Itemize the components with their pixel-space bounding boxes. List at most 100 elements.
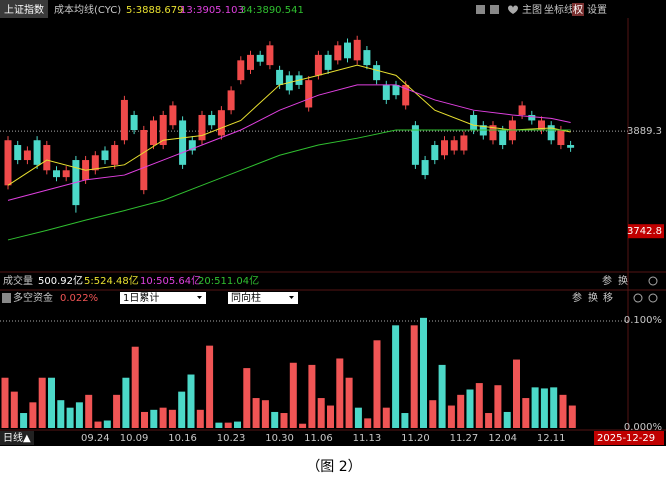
indicator[interactable]: 成本均线(CYC): [54, 3, 121, 16]
button[interactable]: 设置: [587, 4, 607, 16]
candle-body: [188, 140, 196, 151]
bar: [354, 407, 362, 428]
candle-body: [528, 114, 536, 121]
bar: [447, 405, 455, 428]
icon-minus[interactable]: [490, 5, 499, 14]
bar: [141, 411, 148, 428]
bar: [75, 402, 83, 428]
y-tick-label: 3889.3: [627, 126, 662, 137]
tool[interactable]: 移: [603, 291, 613, 304]
candle-body: [179, 120, 187, 165]
period-box[interactable]: [0, 431, 34, 445]
icon-zoom[interactable]: [633, 293, 643, 303]
bar: [540, 388, 548, 428]
select[interactable]: [120, 292, 206, 304]
bar: [243, 368, 251, 428]
select-text[interactable]: 同向柱: [231, 291, 261, 304]
candle-body: [460, 135, 468, 151]
button[interactable]: 坐标线: [544, 3, 574, 16]
bar: [531, 387, 539, 428]
icon-zoom[interactable]: [648, 293, 658, 303]
flow-title: 多空资金: [13, 291, 53, 304]
symbol[interactable]: 上证指数: [4, 3, 44, 16]
ma-label: 5:3888.679: [126, 5, 183, 16]
candle-body: [159, 114, 167, 146]
candle-body: [43, 145, 51, 171]
candle-body: [247, 54, 254, 70]
ma-line: [7, 84, 571, 201]
bar: [503, 411, 511, 428]
candle-body: [33, 140, 41, 165]
y-tick-label: 0.000%: [624, 422, 662, 433]
tool[interactable]: 换: [618, 274, 628, 287]
candle-body: [557, 130, 565, 146]
caption: （图 2）: [306, 459, 361, 475]
bar: [308, 364, 316, 428]
candle-body: [130, 114, 138, 130]
candle-body: [518, 105, 526, 115]
icon-zoom[interactable]: [648, 276, 658, 286]
candle-body: [53, 170, 60, 178]
tool[interactable]: 参: [572, 291, 582, 304]
icon-heart[interactable]: [508, 5, 518, 15]
candle-body: [538, 120, 545, 130]
y-tick-box: [628, 224, 664, 239]
candle-body: [450, 140, 458, 151]
candle-body: [567, 145, 575, 148]
button[interactable]: 权: [573, 3, 583, 16]
volume-ma: 5:524.48亿: [84, 274, 139, 287]
volume-ma: 10:505.64亿: [140, 274, 201, 287]
bar: [1, 377, 9, 428]
ma-label: 13:3905.103: [180, 5, 244, 16]
bar: [485, 413, 493, 428]
bar: [48, 377, 55, 428]
select-arrow: [197, 296, 202, 299]
candle-body: [334, 45, 342, 61]
candle-body: [431, 145, 439, 161]
bar: [392, 325, 400, 428]
bar: [252, 398, 260, 428]
bar: [29, 402, 37, 428]
bar: [364, 418, 372, 428]
bar: [196, 409, 204, 428]
bar: [178, 391, 186, 428]
x-tick-label: 10.30: [265, 433, 294, 444]
bar: [215, 422, 223, 428]
tool[interactable]: 参: [602, 274, 612, 287]
candle-body: [344, 42, 351, 59]
period[interactable]: 日线▲: [3, 431, 31, 444]
bar: [271, 411, 279, 428]
candle-body: [198, 114, 206, 141]
candle-body: [305, 80, 313, 108]
button-box[interactable]: [572, 3, 584, 16]
icon-plus[interactable]: [476, 5, 485, 14]
bar: [94, 421, 102, 428]
candle-body: [392, 84, 400, 96]
symbol-box[interactable]: [0, 0, 48, 18]
icon-help[interactable]: [2, 293, 11, 303]
candle-body: [237, 60, 245, 81]
bar: [168, 409, 176, 428]
background: [0, 0, 666, 446]
bar: [373, 340, 381, 428]
x-tick-label: 12.04: [488, 433, 517, 444]
bar: [299, 423, 307, 428]
bar: [289, 362, 297, 428]
candle-body: [23, 150, 31, 161]
bar: [382, 407, 390, 428]
candle-body: [314, 54, 322, 76]
bar: [336, 358, 344, 428]
candle-body: [91, 155, 99, 171]
bar: [159, 407, 167, 428]
candle-body: [547, 125, 555, 141]
bar: [66, 407, 74, 428]
bar: [494, 385, 502, 428]
candle-body: [382, 84, 390, 100]
select-text[interactable]: 1日累计: [123, 291, 159, 304]
select[interactable]: [228, 292, 298, 304]
volume-ma: 20:511.04亿: [198, 274, 259, 287]
tool[interactable]: 换: [588, 291, 598, 304]
bar: [438, 364, 446, 428]
button[interactable]: 主图: [522, 4, 542, 16]
